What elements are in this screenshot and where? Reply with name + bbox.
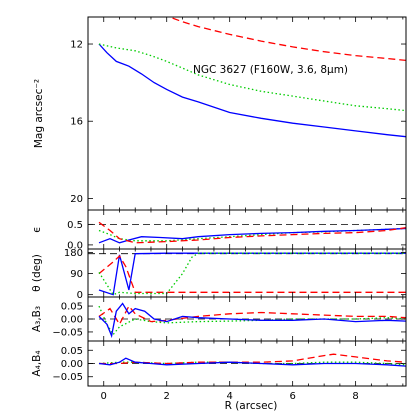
y-tick-label-mag: 20 [70, 194, 83, 205]
y-axis-label-mag: Mag arcsec⁻² [33, 79, 45, 148]
panel-a4b4: 0.05 0.00 −0.05 A₄,B₄ 0 2 4 6 8 [31, 340, 407, 402]
series-group-ellipticity [88, 221, 406, 244]
panel-ellipticity: 0.5 0.0 ϵ [31, 209, 407, 251]
panel-frame-position_angle [87, 248, 407, 298]
series-a4b4-blue-line [98, 357, 406, 367]
series-group-a4b4 [88, 353, 406, 367]
x-tick-label: 6 [289, 391, 295, 402]
x-tick-label: 4 [226, 391, 232, 402]
panel-mag: 12 16 20 Mag arcsec⁻² [33, 16, 407, 211]
y-axis-label-ellipticity: ϵ [31, 226, 43, 232]
y-tick-label-a3b3: 0.00 [61, 315, 83, 326]
y-tick-label-ellipticity: 0.5 [67, 220, 83, 231]
panel-frame-mag [87, 16, 407, 211]
y-tick-label-ellipticity: 0.0 [67, 240, 83, 251]
x-tick-label: 0 [101, 391, 107, 402]
x-tick-label: 2 [164, 391, 170, 402]
x-tick-label: 8 [352, 391, 358, 402]
series-group-mag [98, 17, 406, 138]
series-ellipticity-blue-line [98, 227, 406, 244]
y-tick-label-a4b4: −0.05 [52, 372, 83, 383]
series-position_angle-red-line [98, 254, 406, 293]
series-position_angle-green-line [98, 252, 406, 296]
series-mag-red-line [167, 17, 406, 62]
y-axis-label-a3b3: A₃,B₃ [31, 306, 43, 332]
series-ellipticity-red-line [98, 221, 406, 244]
y-tick-label-a3b3: 0.05 [61, 302, 83, 313]
y-tick-label-position_angle: 180 [64, 248, 83, 259]
y-axis-label-a4b4: A₄,B₄ [31, 350, 43, 376]
y-tick-label-mag: 12 [70, 40, 83, 51]
series-ellipticity-green-line [98, 227, 406, 242]
y-tick-label-a3b3: −0.05 [52, 327, 83, 338]
series-a3b3-red-line [98, 304, 406, 326]
panel-frame-ellipticity [87, 209, 407, 250]
series-group-position_angle [88, 252, 406, 296]
panel-a3b3: 0.05 0.00−0.05 A₃,B₃ [31, 296, 407, 342]
y-axis-label-position_angle: θ (deg) [31, 254, 43, 292]
chart-annotation: NGC 3627 (F160W, 3.6, 8μm) [193, 64, 348, 76]
y-tick-label-a4b4: 0.00 [61, 359, 83, 370]
y-tick-label-a4b4: 0.05 [61, 346, 83, 357]
x-axis-label: R (arcsec) [225, 400, 278, 412]
y-tick-label-mag: 16 [70, 117, 83, 128]
y-tick-label-position_angle: 0 [77, 290, 83, 301]
series-position_angle-blue-line [98, 252, 406, 296]
series-group-a3b3 [88, 302, 406, 339]
y-tick-label-position_angle: 90 [70, 269, 83, 280]
series-mag-blue-line [98, 43, 406, 138]
panel-position_angle: 180 90 0 θ (deg) [31, 248, 407, 301]
series-mag-green-line [98, 43, 406, 112]
series-a3b3-blue-line [98, 302, 406, 339]
